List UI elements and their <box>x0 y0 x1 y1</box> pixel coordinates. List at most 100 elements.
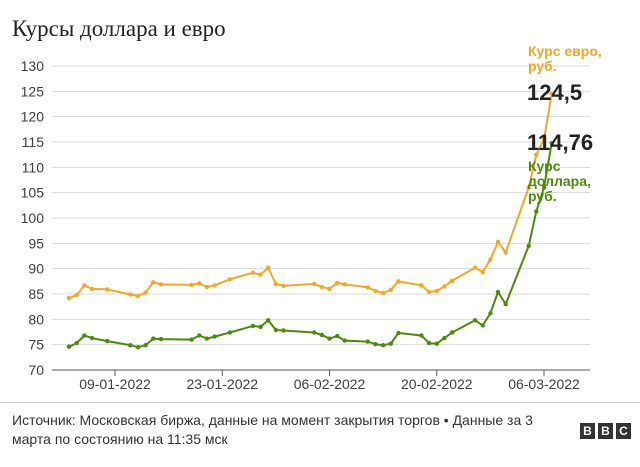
data-point <box>212 334 217 339</box>
y-axis-ticks: 70 75 80 85 90 95 100 105 110 115 120 125 130 <box>21 58 45 378</box>
data-point <box>495 289 501 295</box>
data-point <box>66 344 72 349</box>
series-labels: Курс евро, руб. 124,5 114,76 Курс доллара, руб… <box>527 43 602 204</box>
y-tick-label: 120 <box>21 109 45 125</box>
data-point <box>388 287 393 293</box>
data-point <box>319 284 324 290</box>
data-point <box>419 333 424 338</box>
y-tick-label: 100 <box>21 210 45 226</box>
data-point <box>135 293 141 299</box>
logo-letter-c: C <box>616 423 631 439</box>
data-point <box>273 281 279 287</box>
x-tick-label: 06-03-2022 <box>508 376 580 392</box>
data-point <box>373 288 378 294</box>
line-chart: 70 75 80 85 90 95 100 105 110 115 120 125 130 09-01-… <box>21 43 602 392</box>
data-point <box>227 330 233 335</box>
data-point <box>327 286 332 292</box>
data-point <box>342 338 347 343</box>
data-point <box>281 328 286 333</box>
data-point <box>128 343 133 348</box>
y-tick-label: 110 <box>22 159 45 175</box>
data-point <box>434 288 439 294</box>
data-point <box>135 345 141 350</box>
y-tick-label: 95 <box>28 235 44 251</box>
data-point <box>212 283 217 288</box>
euro-series-name: Курс евро, руб. <box>528 43 602 74</box>
data-point <box>472 318 478 323</box>
logo-letter-b1: B <box>580 423 595 439</box>
data-point <box>342 282 347 287</box>
grid-lines <box>52 65 590 371</box>
data-point <box>151 280 156 285</box>
data-point <box>273 327 279 333</box>
data-point <box>312 281 317 287</box>
data-point <box>335 333 340 339</box>
y-tick-label: 125 <box>21 83 45 99</box>
y-tick-label: 105 <box>21 185 45 201</box>
bbc-logo: B B C <box>580 423 631 439</box>
data-point <box>327 336 332 341</box>
data-point <box>534 152 539 157</box>
data-point <box>549 141 554 146</box>
y-tick-label: 115 <box>22 134 45 150</box>
data-point <box>227 277 233 282</box>
data-point <box>380 343 386 348</box>
data-point <box>495 239 501 244</box>
data-point <box>89 286 95 292</box>
source-note: Источник: Московская биржа, данные на мо… <box>12 412 533 447</box>
y-tick-label: 90 <box>28 261 44 277</box>
data-point <box>388 341 393 346</box>
data-point <box>204 336 210 341</box>
data-point <box>105 287 110 292</box>
x-tick-label: 20-02-2022 <box>401 376 473 392</box>
data-point <box>250 323 256 329</box>
series-line-0 <box>68 93 553 300</box>
data-point <box>534 209 539 214</box>
data-point <box>74 292 79 298</box>
data-point <box>66 295 72 301</box>
data-point <box>549 91 554 97</box>
y-tick-label: 70 <box>28 362 44 378</box>
data-point <box>526 243 531 249</box>
data-point <box>258 272 263 277</box>
data-point <box>250 270 256 275</box>
data-point <box>541 185 547 190</box>
data-point <box>503 250 508 255</box>
data-point <box>480 323 485 328</box>
x-tick-label: 23-01-2022 <box>186 376 258 392</box>
data-point <box>449 278 455 283</box>
data-point <box>380 290 386 296</box>
data-point <box>189 282 194 288</box>
data-point <box>82 283 87 288</box>
x-tick-label: 06-02-2022 <box>294 376 366 392</box>
data-point <box>442 284 447 289</box>
data-point <box>488 257 493 262</box>
data-point <box>312 330 317 335</box>
y-tick-label: 130 <box>21 58 45 74</box>
x-axis-ticks: 09-01-2022 23-01-2022 06-02-2022 20-02-2022… <box>79 370 580 392</box>
dollar-series-name: Курс доллара, руб. <box>528 158 591 204</box>
data-point <box>158 282 164 287</box>
chart-title: Курсы доллара и евро <box>12 16 226 41</box>
data-point <box>319 332 324 338</box>
data-point <box>128 292 133 297</box>
data-point <box>472 265 478 270</box>
logo-letter-b2: B <box>598 423 613 439</box>
data-point <box>541 137 547 142</box>
y-tick-label: 80 <box>28 311 44 327</box>
series-line-1 <box>68 143 553 349</box>
data-point <box>488 311 493 316</box>
data-point <box>266 265 271 270</box>
data-point <box>396 279 401 284</box>
data-point <box>281 283 286 289</box>
data-point <box>204 284 210 290</box>
data-point <box>105 338 110 344</box>
data-point <box>143 290 148 295</box>
dollar-end-value: 114,76 <box>527 130 593 155</box>
data-point <box>434 341 439 346</box>
data-point <box>426 340 432 346</box>
data-point <box>426 289 432 295</box>
data-point <box>503 301 508 307</box>
data-point <box>197 281 202 286</box>
data-point <box>365 285 370 290</box>
